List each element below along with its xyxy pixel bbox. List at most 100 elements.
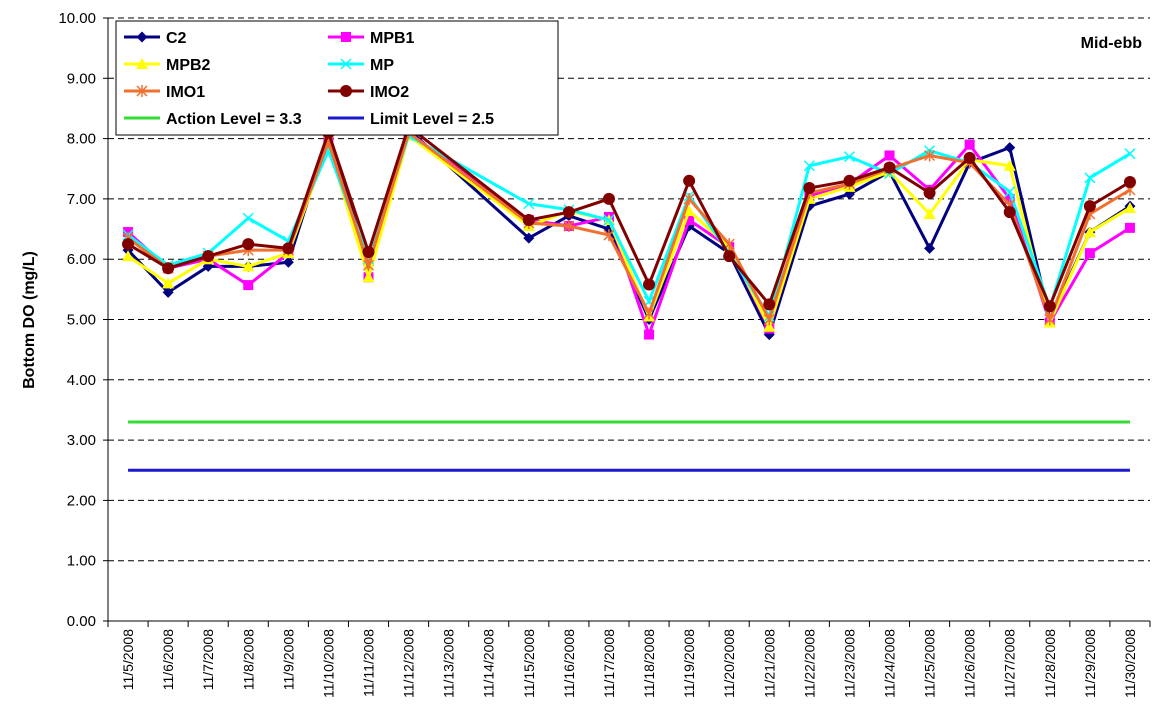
point: [1043, 300, 1056, 313]
y-tick-label: 7.00: [67, 191, 96, 208]
point: [924, 242, 936, 254]
series-line: [127, 133, 1131, 331]
legend-label: Action Level = 3.3: [166, 111, 302, 128]
legend-label: MP: [370, 57, 394, 74]
point: [362, 245, 375, 258]
point: [963, 151, 976, 164]
point: [282, 256, 294, 268]
series: [122, 120, 1136, 313]
series-line: [127, 124, 1131, 311]
x-tick-label: 11/24/2008: [882, 629, 898, 698]
y-tick-label: 5.00: [67, 312, 96, 329]
point: [603, 214, 615, 226]
point: [162, 262, 175, 275]
point: [763, 313, 775, 326]
x-tick-label: 11/21/2008: [761, 629, 777, 698]
point: [242, 260, 255, 272]
point: [563, 220, 575, 233]
point: [1003, 159, 1016, 171]
point: [242, 238, 255, 251]
x-tick-label: 11/5/2008: [120, 629, 136, 690]
point: [243, 280, 254, 291]
x-tick-label: 11/13/2008: [441, 629, 457, 698]
point: [643, 278, 656, 291]
point: [763, 320, 776, 332]
x-tick-label: 11/12/2008: [401, 629, 417, 698]
legend-marker: [340, 85, 352, 97]
series-line: [127, 130, 1131, 324]
x-tick-label: 11/30/2008: [1122, 629, 1138, 698]
x-tick-label: 11/7/2008: [200, 629, 216, 690]
point: [643, 307, 655, 320]
point: [242, 212, 254, 224]
point: [723, 250, 736, 263]
legend: C2 MPB1 MPB2 MP IMO1 IMO2 Action Level = 3.3 Li…: [115, 20, 559, 136]
x-tick-label: 11/9/2008: [280, 629, 296, 690]
y-tick-label: 6.00: [67, 251, 96, 268]
point: [1123, 176, 1136, 189]
point: [282, 242, 295, 255]
legend-box: [115, 20, 559, 136]
point: [1004, 193, 1015, 204]
y-tick-label: 0.00: [67, 613, 96, 630]
point: [562, 206, 575, 219]
legend-marker: [136, 31, 148, 43]
series: [122, 129, 1136, 332]
point: [122, 250, 135, 262]
point: [1004, 142, 1016, 154]
legend-marker: [136, 85, 148, 97]
point: [843, 174, 856, 187]
x-tick-label: 11/10/2008: [320, 629, 336, 698]
point: [884, 150, 895, 161]
x-tick-label: 11/6/2008: [160, 629, 176, 690]
legend-label: Limit Level = 2.5: [370, 111, 494, 128]
y-tick-label: 2.00: [67, 492, 96, 509]
point: [522, 214, 535, 227]
point: [602, 192, 615, 205]
y-tick-label: 9.00: [67, 70, 96, 87]
x-tick-label: 11/15/2008: [521, 629, 537, 698]
y-axis-label: Bottom DO (mg/L): [21, 251, 38, 389]
point: [964, 139, 975, 150]
x-tick-label: 11/18/2008: [641, 629, 657, 698]
point: [362, 271, 375, 283]
legend-label: IMO1: [166, 84, 205, 101]
point: [1084, 248, 1095, 259]
point: [603, 229, 615, 242]
legend-label: MPB1: [370, 30, 415, 47]
point: [1083, 226, 1096, 238]
point: [803, 160, 815, 172]
point: [843, 151, 855, 163]
point: [523, 232, 535, 244]
x-tick-label: 11/27/2008: [1002, 629, 1018, 698]
x-tick-label: 11/20/2008: [721, 629, 737, 698]
point: [924, 149, 936, 162]
point: [1083, 200, 1096, 213]
legend-label: IMO2: [370, 84, 409, 101]
y-tick-label: 4.00: [67, 372, 96, 389]
x-tick-label: 11/29/2008: [1082, 629, 1098, 698]
series-line: [127, 130, 1131, 340]
point: [1123, 201, 1136, 213]
point: [1084, 172, 1096, 184]
legend-marker: [136, 58, 148, 69]
point: [1004, 186, 1016, 198]
point: [523, 198, 535, 210]
y-tick-label: 10.00: [58, 10, 96, 27]
x-tick-label: 11/17/2008: [601, 629, 617, 698]
point: [162, 277, 175, 289]
y-tick-label: 8.00: [67, 131, 96, 148]
point: [162, 286, 174, 298]
point: [122, 238, 135, 251]
x-tick-label: 11/28/2008: [1042, 629, 1058, 698]
point: [923, 207, 936, 219]
point: [763, 298, 776, 311]
point: [644, 329, 655, 340]
legend-label: C2: [166, 30, 187, 47]
point: [683, 174, 696, 187]
point: [803, 182, 816, 195]
point: [1003, 206, 1016, 219]
point: [1124, 148, 1136, 160]
